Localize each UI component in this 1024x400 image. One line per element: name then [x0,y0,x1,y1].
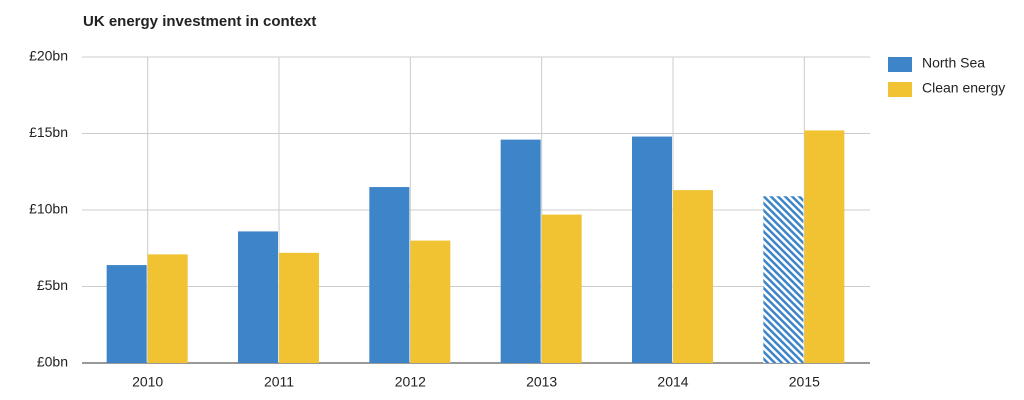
y-tick-label: £5bn [37,277,68,293]
legend-swatch [888,57,912,72]
legend-swatch [888,82,912,97]
bar [369,187,410,363]
bar [106,265,147,363]
x-tick-label: 2014 [657,374,688,390]
bar [673,190,713,363]
legend-label: Clean energy [922,80,1005,96]
bar [279,252,319,363]
chart-title: UK energy investment in context [83,13,316,30]
x-tick-label: 2011 [264,374,294,390]
bar [147,254,188,363]
y-tick-label: £20bn [29,48,68,64]
bar [410,240,451,363]
legend-label: North Sea [922,55,985,71]
x-tick-label: 2015 [789,374,820,390]
y-tick-label: £15bn [29,124,68,140]
y-tick-label: £10bn [29,201,68,217]
x-tick-label: 2013 [526,374,557,390]
bar [238,231,278,363]
bar [541,214,582,363]
bar [804,130,845,363]
bar [500,139,541,363]
x-tick-label: 2010 [132,374,163,390]
bar [632,136,672,363]
y-tick-label: £0bn [37,354,68,370]
x-tick-label: 2012 [395,374,426,390]
bar [763,196,804,363]
